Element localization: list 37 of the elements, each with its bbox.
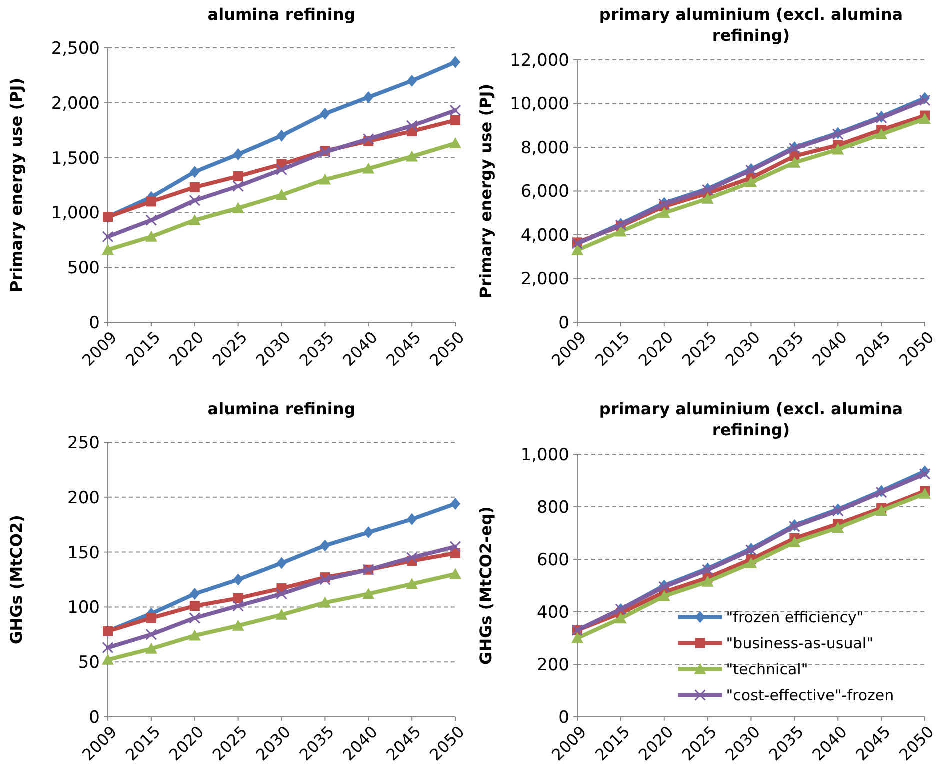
chart-title: alumina refining: [208, 400, 356, 418]
y-tick-label: 50: [78, 653, 100, 674]
y-tick-label: 800: [537, 498, 570, 518]
chart-title: primary aluminium (excl. alumina refining): [599, 400, 904, 440]
chart-title: alumina refining: [208, 5, 356, 24]
y-tick-label: 200: [537, 655, 570, 676]
y-tick-label: 0: [89, 313, 100, 334]
y-tick-label: 10,000: [510, 94, 570, 115]
legend-label: "business-as-usual": [726, 634, 874, 652]
legend-label: "technical": [726, 660, 808, 678]
y-tick-label: 400: [537, 602, 570, 623]
y-tick-label: 500: [68, 258, 100, 279]
y-tick-label: 2,500: [51, 38, 100, 59]
y-tick-label: 1,000: [520, 445, 570, 466]
legend-label: "cost-effective"-frozen: [726, 686, 894, 704]
y-tick-label: 6,000: [520, 182, 570, 202]
y-tick-label: 600: [537, 550, 570, 570]
chart-title: primary aluminium (excl. alumina refining): [599, 5, 904, 45]
y-tick-label: 2,000: [51, 94, 100, 114]
y-axis-title: GHGs (MtCO2-eq): [476, 506, 496, 665]
y-tick-label: 4,000: [520, 226, 570, 246]
y-tick-label: 12,000: [510, 50, 570, 71]
y-tick-label: 250: [68, 433, 100, 454]
y-tick-label: 8,000: [520, 138, 570, 158]
y-axis-title: Primary energy use (PJ): [476, 84, 496, 299]
legend-label: "frozen efficiency": [726, 608, 864, 626]
y-tick-label: 1,000: [51, 204, 100, 224]
y-tick-label: 200: [68, 488, 100, 508]
y-axis-title: GHGs (MtCO2): [7, 515, 26, 644]
y-axis-title: Primary energy use (PJ): [7, 78, 26, 293]
y-tick-label: 0: [558, 313, 570, 334]
y-tick-label: 150: [68, 543, 100, 564]
y-tick-label: 100: [68, 598, 100, 618]
y-tick-label: 2,000: [520, 270, 570, 290]
y-tick-label: 0: [558, 708, 570, 728]
y-tick-label: 0: [89, 708, 100, 728]
y-tick-label: 1,500: [51, 148, 100, 169]
